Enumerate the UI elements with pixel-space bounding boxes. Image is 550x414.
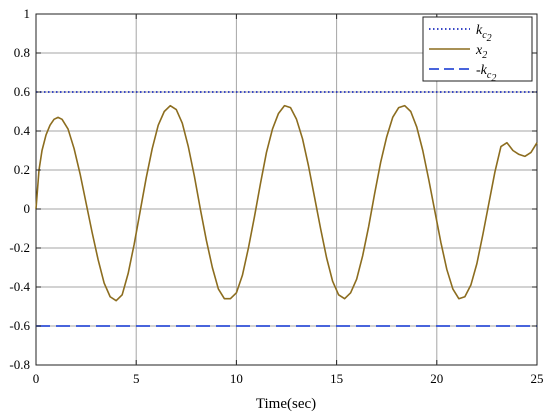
y-tick-label: 0 — [24, 201, 31, 216]
y-tick-label: 1 — [24, 6, 31, 21]
y-tick-label: 0.4 — [14, 123, 31, 138]
y-tick-label: -0.4 — [9, 279, 30, 294]
legend-label-1: kc2 — [476, 23, 492, 44]
y-tick-label: -0.6 — [9, 318, 30, 333]
y-tick-label: 0.2 — [14, 162, 30, 177]
y-tick-label: -0.8 — [9, 357, 30, 372]
x-tick-label: 5 — [133, 371, 140, 386]
legend-label-2: x2 — [475, 43, 487, 61]
x-tick-label: 20 — [430, 371, 443, 386]
legend-label-3: -kc2 — [476, 63, 496, 84]
x-tick-label: 15 — [330, 371, 343, 386]
y-tick-label: 0.6 — [14, 84, 31, 99]
grid-lines — [36, 14, 537, 365]
y-tick-label: 0.8 — [14, 45, 30, 60]
axis-ticks: 0 5 10 15 20 25 -0.8 -0.6 -0.4 -0.2 0 0.2 0.4 0.6 0.8 1 — [9, 6, 543, 386]
series-layer — [35, 91, 538, 327]
series-line-2 — [35, 104, 538, 302]
x-tick-label: 25 — [531, 371, 544, 386]
x-axis-label: Time(sec) — [256, 396, 316, 412]
x-tick-label: 0 — [33, 371, 40, 386]
y-tick-label: -0.2 — [9, 240, 30, 255]
x-tick-label: 10 — [230, 371, 243, 386]
